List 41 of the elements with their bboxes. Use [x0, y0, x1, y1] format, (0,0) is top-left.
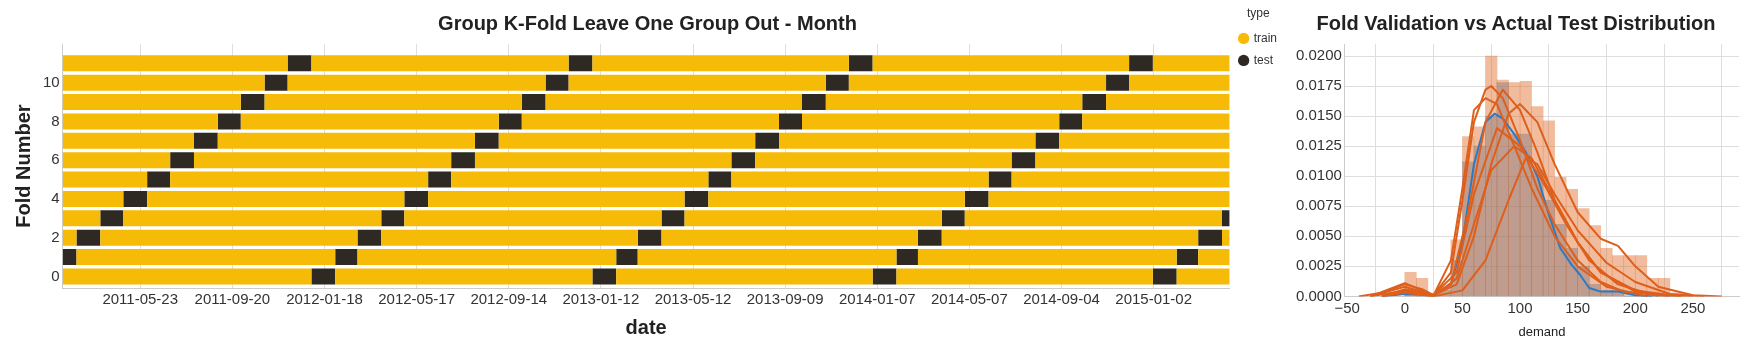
- y-tick-label: 0.0050: [1295, 226, 1342, 244]
- y-tick-label: 8: [51, 111, 60, 129]
- x-tick-label: 2014-05-07: [931, 290, 1008, 308]
- x-tick-label: 2011-09-20: [194, 290, 271, 308]
- x-tick-label: 2011-05-23: [102, 290, 179, 308]
- y-tick-label: 2: [51, 227, 60, 245]
- chart-title: Fold Validation vs Actual Test Distribution: [1316, 11, 1716, 34]
- y-tick-label: 0.0125: [1295, 136, 1342, 154]
- y-tick-label: 0.0200: [1295, 46, 1342, 64]
- y-tick-label: 4: [51, 189, 60, 207]
- x-tick-label: 2013-09-09: [746, 290, 824, 308]
- y-tick-label: 0.0075: [1295, 196, 1342, 214]
- x-tick-label: 2012-05-17: [378, 290, 455, 308]
- x-tick-label: 100: [1507, 298, 1533, 316]
- y-axis-title: Fold Number: [11, 104, 34, 228]
- x-tick-label: 2012-09-14: [470, 290, 548, 308]
- y-tick-label: 10: [43, 72, 60, 90]
- legend-title: type: [1246, 6, 1270, 21]
- y-tick-label: 0.0025: [1295, 256, 1342, 274]
- x-tick-label: 150: [1565, 298, 1591, 316]
- x-tick-label: 2013-01-12: [562, 290, 640, 308]
- legend-label: test: [1253, 52, 1274, 67]
- y-tick-label: 0: [51, 266, 60, 284]
- x-tick-label: 200: [1622, 298, 1648, 316]
- x-tick-label: 2014-09-04: [1023, 290, 1100, 308]
- x-tick-label: 2013-05-12: [654, 290, 732, 308]
- x-tick-label: 50: [1454, 298, 1471, 316]
- y-tick-label: 0.0100: [1295, 166, 1342, 184]
- x-axis-title: date: [625, 315, 667, 338]
- x-tick-label: 2015-01-02: [1115, 290, 1193, 308]
- x-tick-label: 0: [1400, 298, 1409, 316]
- x-tick-label: 2014-01-07: [838, 290, 916, 308]
- x-tick-label: 2012-01-18: [286, 290, 363, 308]
- chart-title: Group K-Fold Leave One Group Out - Month: [438, 11, 857, 34]
- x-axis-title: demand: [1518, 323, 1566, 339]
- x-tick-label: 250: [1680, 298, 1706, 316]
- y-tick-label: 0.0150: [1295, 106, 1342, 124]
- y-tick-label: 6: [51, 150, 60, 168]
- y-tick-label: 0.0000: [1295, 286, 1342, 304]
- legend-label: train: [1253, 30, 1277, 45]
- y-tick-label: 0.0175: [1295, 76, 1342, 94]
